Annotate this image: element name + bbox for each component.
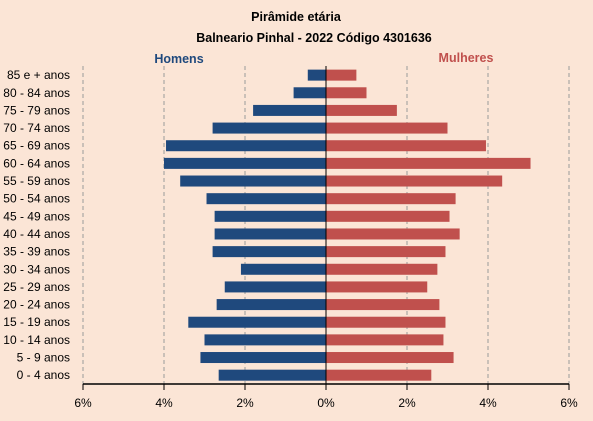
bar-women [326, 104, 397, 116]
bar-women [326, 263, 438, 275]
category-label: 25 - 29 anos [3, 280, 70, 294]
category-label: 0 - 4 anos [17, 368, 70, 382]
category-label: 20 - 24 anos [3, 298, 70, 312]
bar-men [214, 228, 326, 240]
category-label: 45 - 49 anos [3, 209, 70, 223]
bars [164, 69, 531, 381]
bar-men [240, 263, 326, 275]
category-label: 10 - 14 anos [3, 333, 70, 347]
x-tick-label: 2% [236, 396, 254, 410]
category-label: 30 - 34 anos [3, 262, 70, 276]
bar-women [326, 140, 486, 152]
bar-men [214, 210, 326, 222]
bar-men [212, 122, 326, 134]
bar-women [326, 175, 503, 187]
tick-labels: 6% 4% 2% 0% 2% 4% 6% [74, 396, 578, 410]
chart-subtitle: Balneario Pinhal - 2022 Código 4301636 [196, 31, 432, 45]
category-label: 15 - 19 anos [3, 315, 70, 329]
category-label: 75 - 79 anos [3, 103, 70, 117]
legend-women: Mulheres [439, 51, 494, 65]
bar-women [326, 69, 357, 81]
grid-lines [82, 66, 570, 384]
bar-men [218, 369, 326, 381]
bar-women [326, 122, 448, 134]
category-label: 50 - 54 anos [3, 192, 70, 206]
x-tick-label: 4% [155, 396, 173, 410]
bar-men [188, 316, 326, 328]
bar-women [326, 228, 460, 240]
bar-women [326, 334, 444, 346]
category-label: 80 - 84 anos [3, 86, 70, 100]
bar-men [216, 299, 326, 311]
bar-men [166, 140, 326, 152]
category-label: 35 - 39 anos [3, 245, 70, 259]
bar-women [326, 210, 450, 222]
bar-men [180, 175, 326, 187]
bar-men [293, 87, 326, 99]
bar-men [224, 281, 326, 293]
bar-men [204, 334, 326, 346]
bar-women [326, 299, 440, 311]
x-tick-label: 2% [398, 396, 416, 410]
bar-women [326, 352, 454, 364]
category-label: 60 - 64 anos [3, 156, 70, 170]
bar-women [326, 246, 446, 258]
bar-men [253, 104, 326, 116]
category-label: 5 - 9 anos [17, 351, 70, 365]
bar-men [164, 157, 326, 169]
bar-women [326, 87, 367, 99]
x-tick-label: 6% [74, 396, 92, 410]
x-tick-label: 0% [317, 396, 335, 410]
category-label: 65 - 69 anos [3, 139, 70, 153]
category-label: 85 e + anos [7, 68, 70, 82]
x-tick-label: 6% [560, 396, 578, 410]
bar-men [307, 69, 326, 81]
axes [82, 66, 570, 390]
bar-women [326, 281, 428, 293]
category-label: 40 - 44 anos [3, 227, 70, 241]
chart-title: Pirâmide etária [251, 10, 342, 24]
bar-men [200, 352, 326, 364]
bar-men [212, 246, 326, 258]
category-label: 70 - 74 anos [3, 121, 70, 135]
x-tick-label: 4% [479, 396, 497, 410]
bar-men [206, 193, 326, 205]
legend-men: Homens [154, 52, 203, 66]
category-labels: 0 - 4 anos 5 - 9 anos 10 - 14 anos 15 - 19 … [3, 68, 70, 382]
category-label: 55 - 59 anos [3, 174, 70, 188]
bar-women [326, 316, 446, 328]
bar-women [326, 193, 456, 205]
bar-women [326, 369, 432, 381]
bar-women [326, 157, 531, 169]
